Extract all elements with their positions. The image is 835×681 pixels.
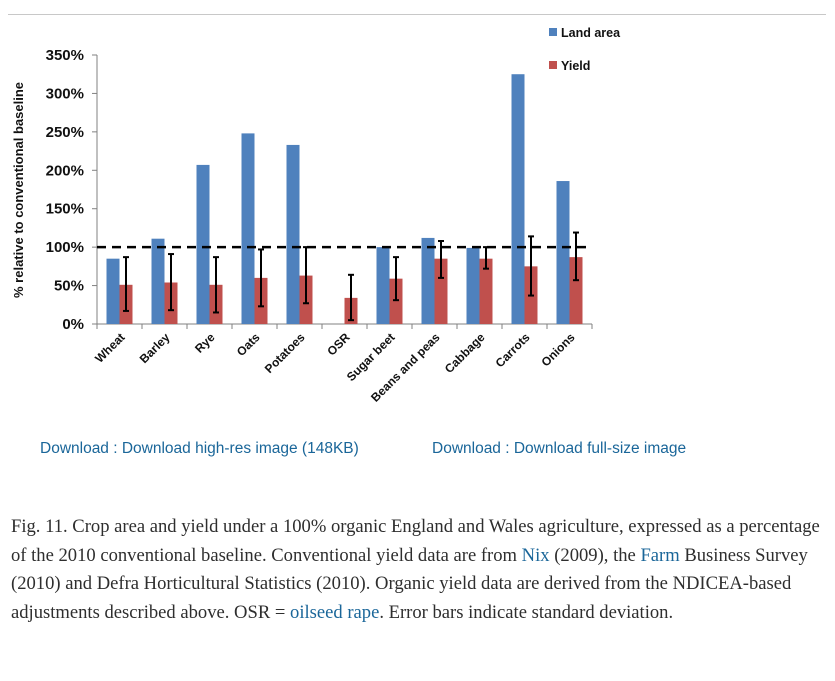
land-area-bar (466, 247, 480, 324)
x-tick-label: Onions (538, 330, 577, 369)
land-area-bar (421, 237, 435, 324)
y-tick-label: 0% (62, 316, 84, 333)
caption-text-4: . Error bars indicate standard deviation… (379, 601, 674, 623)
land-area-bar (241, 133, 255, 324)
y-tick-label: 150% (46, 201, 84, 218)
x-tick-label: Oats (234, 330, 263, 359)
y-tick-label: 100% (46, 239, 84, 256)
x-tick-label: Potatoes (262, 330, 308, 376)
y-tick-label: 250% (46, 124, 84, 141)
legend-swatch (549, 61, 557, 69)
y-tick-label: 350% (46, 47, 84, 64)
legend-label: Land area (561, 26, 621, 40)
caption-text-1: Fig. 11. Crop area and yield under a 100… (11, 516, 820, 566)
oilseed-rape-link[interactable]: oilseed rape (290, 601, 380, 623)
nix-link[interactable]: Nix (521, 544, 550, 566)
top-divider (8, 14, 826, 15)
land-area-bar (376, 247, 390, 324)
y-tick-label: 50% (54, 278, 84, 295)
land-area-bar (511, 74, 525, 324)
farm-link[interactable]: Farm (640, 544, 680, 566)
legend-swatch (549, 28, 557, 36)
download-high-res-link[interactable]: Download : Download high-res image (148K… (40, 440, 359, 457)
yield-bar (389, 278, 403, 324)
download-full-size-link[interactable]: Download : Download full-size image (432, 440, 687, 457)
x-tick-label: Carrots (493, 330, 533, 370)
figure-caption: Fig. 11. Crop area and yield under a 100… (11, 513, 826, 627)
crop-chart: 0% 50% 100% 150% 200% 250% 300% 350% % relative … (11, 26, 621, 405)
yield-bar (434, 258, 448, 324)
land-area-bar (196, 164, 210, 324)
yield-bar (569, 257, 583, 324)
x-tick-label: OSR (324, 330, 353, 359)
y-tick-label: 200% (46, 162, 84, 179)
download-links: Download : Download high-res image (148K… (40, 438, 820, 462)
land-area-bar (151, 238, 165, 324)
land-area-bar (286, 144, 300, 324)
land-area-bar (556, 181, 570, 324)
x-tick-label: Cabbage (442, 330, 488, 376)
y-tick-label: 300% (46, 85, 84, 102)
x-tick-label: Barley (137, 330, 173, 366)
land-area-bar (106, 258, 120, 324)
yield-bar (479, 258, 493, 324)
x-tick-label: Rye (192, 330, 218, 356)
legend-label: Yield (561, 59, 590, 73)
caption-text-3: Business Survey (2010) and Defra Horticu… (11, 544, 808, 623)
y-axis-label: % relative to conventional baseline (11, 82, 26, 298)
caption-text-2: (2009), the (549, 544, 641, 566)
x-tick-label: Wheat (92, 330, 127, 365)
